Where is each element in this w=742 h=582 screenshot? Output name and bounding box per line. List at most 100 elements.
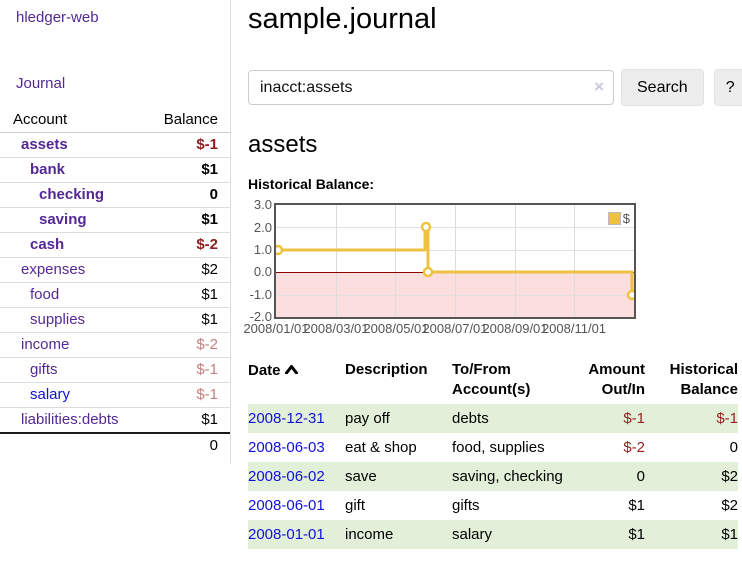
data-point-marker: [626, 289, 634, 301]
transaction-description: eat & shop: [345, 439, 417, 456]
account-row: cash $-2: [0, 232, 230, 258]
account-row: expenses $2: [0, 257, 230, 283]
legend-label: $: [622, 211, 630, 226]
search-input[interactable]: [248, 70, 614, 105]
transaction-row[interactable]: 2008-06-02 save saving, checking 0 $2: [248, 462, 738, 491]
transaction-description: gift: [345, 497, 366, 514]
sort-ascending-icon: [284, 360, 298, 380]
transaction-date-link[interactable]: 2008-01-01: [248, 526, 325, 543]
account-balance: $2: [147, 257, 230, 283]
accounts-header-account: Account: [0, 108, 148, 133]
legend-swatch-icon: [607, 212, 621, 225]
transaction-accounts: saving, checking: [452, 468, 563, 485]
transaction-balance: $2: [721, 497, 738, 514]
accounts-header-row: Account Balance: [0, 108, 230, 133]
account-balance: $1: [147, 207, 230, 233]
transaction-date-link[interactable]: 2008-12-31: [248, 410, 325, 427]
y-tick: 3.0: [253, 197, 272, 212]
search-help-button[interactable]: ?: [713, 69, 742, 106]
transaction-date-link[interactable]: 2008-06-01: [248, 497, 325, 514]
accounts-total-row: 0: [0, 432, 230, 458]
y-tick: 1.0: [253, 242, 272, 257]
accounts-table: Account Balance assets $-1 bank $1 check…: [0, 108, 230, 458]
account-row: gifts $-1: [0, 357, 230, 383]
account-link-checking[interactable]: checking: [39, 186, 105, 203]
account-balance: $1: [147, 407, 230, 433]
y-tick: 2.0: [253, 220, 272, 235]
column-header-balance: Historical Balance: [669, 361, 738, 398]
account-link-liabilities-debts[interactable]: liabilities:debts: [21, 411, 119, 428]
account-link-gifts[interactable]: gifts: [30, 361, 58, 378]
account-balance: $1: [147, 282, 230, 308]
transaction-description: save: [345, 468, 377, 485]
chart-heading: Historical Balance:: [248, 176, 375, 192]
x-tick: 2008/05/01: [363, 321, 429, 336]
transaction-row[interactable]: 2008-01-01 income salary $1 $1: [248, 520, 738, 549]
transaction-date-link[interactable]: 2008-06-03: [248, 439, 325, 456]
x-tick: 2008/11/01: [541, 321, 607, 336]
data-point-marker: [420, 221, 432, 233]
column-header-date[interactable]: Date: [248, 360, 345, 404]
account-row: bank $1: [0, 157, 230, 183]
account-balance: $-2: [147, 232, 230, 258]
sidebar-item-journal[interactable]: Journal: [16, 75, 66, 92]
register-table: Date Description To/From Account(s) Amou…: [248, 360, 738, 549]
transaction-balance: $-1: [716, 410, 738, 427]
page-title: sample.journal: [248, 3, 437, 35]
transaction-description: income: [345, 526, 394, 543]
historical-balance-chart: 3.0 2.0 1.0 0.0 -1.0 -2.0: [243, 198, 640, 339]
transaction-row[interactable]: 2008-12-31 pay off debts $-1 $-1: [248, 404, 738, 433]
account-link-assets[interactable]: assets: [21, 136, 68, 153]
plot-area[interactable]: $: [274, 203, 636, 319]
account-row: salary $-1: [0, 382, 230, 408]
data-point-marker: [422, 266, 434, 278]
transaction-amount: $1: [628, 526, 645, 543]
transaction-date-link[interactable]: 2008-06-02: [248, 468, 325, 485]
y-tick: -2.0: [249, 309, 272, 324]
account-link-income[interactable]: income: [21, 336, 70, 353]
account-balance: $-1: [147, 357, 230, 383]
y-tick: -1.0: [249, 287, 272, 302]
x-tick: 2008/07/01: [422, 321, 488, 336]
x-tick: 2008/03/01: [303, 321, 369, 336]
x-tick: 2008/09/01: [482, 321, 548, 336]
transaction-row[interactable]: 2008-06-03 eat & shop food, supplies $-2…: [248, 433, 738, 462]
account-link-cash[interactable]: cash: [30, 236, 65, 253]
account-row: checking 0: [0, 182, 230, 208]
account-row: food $1: [0, 282, 230, 308]
clear-search-icon[interactable]: ×: [594, 77, 604, 96]
register-header-row: Date Description To/From Account(s) Amou…: [248, 360, 738, 404]
transaction-row[interactable]: 2008-06-01 gift gifts $1 $2: [248, 491, 738, 520]
account-link-supplies[interactable]: supplies: [30, 311, 86, 328]
column-header-amount: Amount Out/In: [588, 361, 645, 398]
transaction-accounts: food, supplies: [452, 439, 545, 456]
transaction-balance: 0: [729, 439, 738, 456]
main-content: sample.journal × Search ? assets Histori…: [231, 0, 742, 582]
account-row: income $-2: [0, 332, 230, 358]
accounts-total-balance: 0: [147, 432, 230, 458]
y-axis-labels: 3.0 2.0 1.0 0.0 -1.0 -2.0: [248, 198, 274, 324]
account-balance: $1: [147, 157, 230, 183]
account-link-bank[interactable]: bank: [30, 161, 66, 178]
account-row: supplies $1: [0, 307, 230, 333]
brand-link[interactable]: hledger-web: [16, 9, 99, 26]
balance-series-line: [276, 221, 634, 301]
chart-legend: $: [606, 211, 631, 226]
account-heading: assets: [248, 131, 318, 158]
account-link-saving[interactable]: saving: [39, 211, 87, 228]
data-point-marker: [276, 244, 284, 256]
account-link-salary[interactable]: salary: [30, 386, 71, 403]
x-tick: 2008/01/01: [243, 321, 309, 336]
account-link-expenses[interactable]: expenses: [21, 261, 86, 278]
transaction-amount: $-2: [623, 439, 645, 456]
account-balance: $-1: [196, 136, 218, 153]
transaction-amount: $1: [628, 497, 645, 514]
account-row: assets $-1: [0, 133, 230, 158]
search-button[interactable]: Search: [621, 69, 704, 106]
y-tick: 0.0: [253, 264, 272, 279]
account-row: liabilities:debts $1: [0, 407, 230, 433]
account-link-food[interactable]: food: [30, 286, 60, 303]
transaction-accounts: gifts: [452, 497, 480, 514]
transaction-balance: $2: [721, 468, 738, 485]
transaction-accounts: salary: [452, 526, 493, 543]
